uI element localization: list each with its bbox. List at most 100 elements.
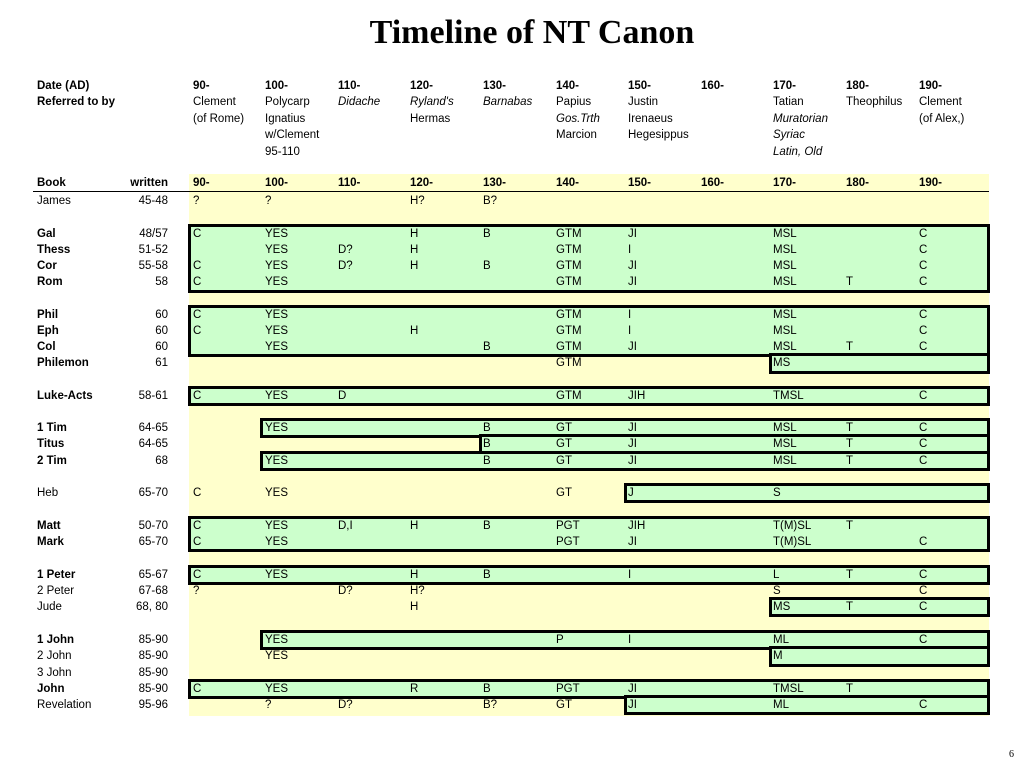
canon-highlight [189, 305, 989, 357]
book-name: John [37, 682, 65, 695]
table-cell: JI [628, 454, 637, 467]
book-name: Phil [37, 308, 59, 321]
table-cell: H [410, 324, 419, 337]
table-cell: C [919, 699, 928, 711]
table-cell: YES [265, 682, 289, 695]
table-cell: TMSL [773, 389, 804, 402]
written-date: 68 [155, 454, 168, 467]
table-cell: C [919, 634, 928, 646]
page-number: 6 [1009, 749, 1014, 760]
written-date: 65-67 [138, 568, 168, 581]
table-cell: JI [628, 422, 637, 434]
table-cell: H [410, 260, 419, 272]
written-date: 65-70 [138, 487, 168, 499]
book-name: 2 John [37, 650, 72, 663]
canon-highlight [770, 354, 989, 373]
table-cell: C [919, 260, 928, 272]
table-cell: MSL [773, 438, 797, 451]
header-reference: Latin, Old [773, 145, 823, 158]
book-name: Cor [37, 260, 57, 272]
header-reference: Hermas [410, 112, 451, 125]
book-name: 1 Peter [37, 568, 76, 581]
canon-highlight [261, 451, 989, 470]
canon-highlight [189, 516, 989, 551]
table-cell: C [193, 535, 202, 548]
table-cell: C [919, 568, 928, 581]
table-cell: T [846, 568, 854, 581]
book-name: Matt [37, 519, 61, 532]
canon-border [188, 515, 990, 552]
col-header-written: written [130, 177, 168, 189]
table-cell: T [846, 601, 854, 613]
table-cell: B [483, 260, 491, 272]
written-date: 65-70 [138, 535, 168, 548]
book-name: Eph [37, 324, 59, 337]
table-cell: MS [773, 601, 791, 613]
table-cell: D? [338, 584, 353, 597]
book-name: 3 John [37, 666, 72, 679]
book-name: Philemon [37, 357, 89, 370]
canon-border [769, 646, 990, 667]
table-cell: C [919, 438, 928, 451]
table-cell: MSL [773, 227, 797, 240]
table-cell: B [483, 422, 491, 434]
canon-border [769, 597, 990, 618]
table-cell: MSL [773, 422, 797, 434]
table-cell: YES [265, 535, 289, 548]
canon-highlight [770, 647, 989, 666]
table-cell: MSL [773, 341, 797, 353]
table-cell: MS [773, 357, 791, 370]
table-cell: PGT [556, 535, 580, 548]
canon-border [188, 678, 990, 699]
header-date: 190- [919, 80, 943, 92]
written-date: 85-90 [138, 634, 168, 646]
table-cell: B? [483, 194, 498, 207]
header-reference: Clement [193, 96, 236, 109]
table-cell: JI [628, 260, 637, 272]
table-cell: T [846, 341, 854, 353]
canon-highlight [770, 598, 989, 617]
table-cell: YES [265, 227, 289, 240]
book-name: Heb [37, 487, 59, 499]
col-header-date: 180- [846, 177, 870, 189]
table-cell: MSL [773, 243, 797, 256]
table-cell: YES [265, 308, 289, 321]
table-cell: B [483, 454, 491, 467]
table-cell: T [846, 454, 854, 467]
page-title: Timeline of NT Canon [369, 14, 695, 51]
written-date: 85-90 [138, 682, 168, 695]
table-cell: H [410, 601, 419, 613]
written-date: 58 [155, 276, 168, 289]
table-cell: B [483, 682, 491, 695]
table-cell: YES [265, 260, 289, 272]
table-cell: M [773, 650, 783, 663]
table-cell: GTM [556, 389, 582, 402]
written-date: 48/57 [139, 227, 168, 240]
table-cell: C [919, 243, 928, 256]
header-reference: Syriac [773, 129, 805, 142]
written-date: 67-68 [138, 584, 168, 597]
header-date: 90- [193, 80, 210, 92]
table-cell: C [193, 389, 202, 402]
table-cell: GT [556, 699, 572, 711]
table-cell: B [483, 519, 491, 532]
header-reference: (of Alex,) [919, 112, 965, 125]
table-cell: D? [338, 260, 353, 272]
written-date: 61 [155, 357, 168, 370]
table-cell: C [919, 227, 928, 240]
table-cell: JIH [628, 389, 646, 402]
book-name: 2 Tim [37, 454, 67, 467]
table-cell: C [919, 454, 928, 467]
table-cell: T [846, 438, 854, 451]
col-header-date: 170- [773, 177, 797, 189]
canon-border [260, 450, 990, 471]
table-cell: B [483, 341, 491, 353]
header-date: 110- [338, 80, 361, 92]
book-name: Gal [37, 227, 56, 240]
table-cell: C [919, 389, 928, 402]
table-cell: I [628, 243, 632, 256]
written-date: 58-61 [138, 389, 168, 402]
table-cell: H [410, 568, 419, 581]
table-cell: J [628, 487, 634, 499]
canon-border [188, 385, 990, 406]
